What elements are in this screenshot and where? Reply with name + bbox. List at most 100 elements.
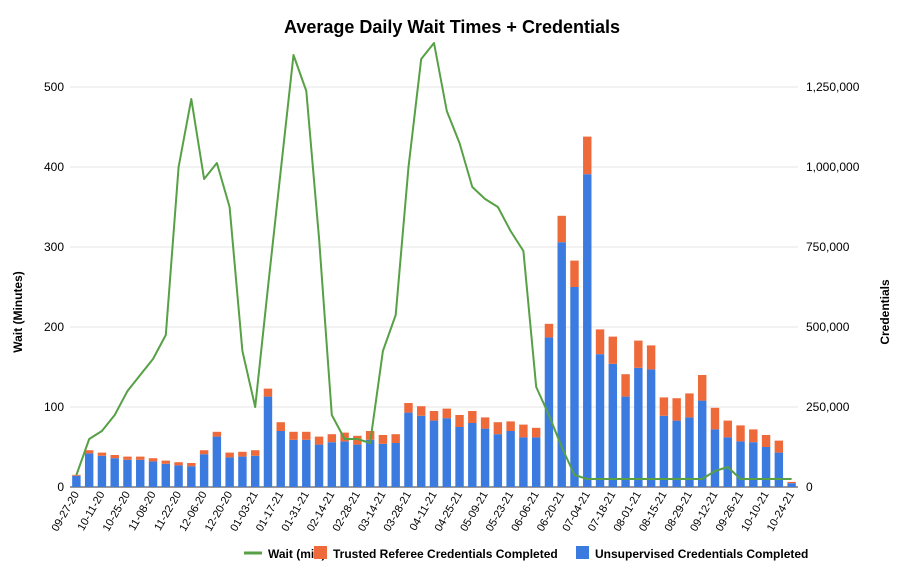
- bar-unsupervised: [672, 420, 681, 487]
- y2-tick-label: 1,000,000: [806, 160, 860, 174]
- bar-trusted-referee: [736, 425, 745, 442]
- bar-trusted-referee: [174, 462, 183, 466]
- bar-unsupervised: [634, 367, 643, 487]
- bar-unsupervised: [174, 465, 183, 487]
- bar-unsupervised: [774, 452, 784, 487]
- bar-trusted-referee: [557, 215, 566, 243]
- y-axis-left-title: Wait (Minutes): [11, 271, 25, 353]
- bar-trusted-referee: [276, 422, 285, 431]
- bar-trusted-referee: [212, 431, 222, 437]
- bar-trusted-referee: [697, 375, 707, 401]
- y2-tick-label: 750,000: [806, 240, 850, 254]
- bar-trusted-referee: [199, 450, 209, 455]
- bar-unsupervised: [391, 443, 400, 487]
- bar-unsupervised: [787, 483, 796, 487]
- x-axis-ticks: 09-27-2010-11-2010-25-2011-08-2011-22-20…: [50, 490, 798, 534]
- bar-trusted-referee: [455, 415, 464, 427]
- bar-trusted-referee: [136, 456, 145, 460]
- bar-trusted-referee: [123, 456, 132, 460]
- bar-trusted-referee: [148, 458, 158, 462]
- bar-unsupervised: [723, 437, 732, 487]
- bar-trusted-referee: [723, 420, 732, 438]
- bar-trusted-referee: [417, 406, 426, 416]
- bar-unsupervised: [519, 437, 528, 487]
- bar-unsupervised: [749, 442, 758, 487]
- bar-trusted-referee: [378, 435, 388, 444]
- bar-trusted-referee: [391, 434, 400, 443]
- bar-unsupervised: [608, 363, 618, 487]
- bar-trusted-referee: [250, 450, 260, 456]
- bar-unsupervised: [263, 396, 273, 487]
- bar-unsupervised: [110, 458, 119, 487]
- legend-trusted-label: Trusted Referee Credentials Completed: [333, 547, 558, 561]
- bar-unsupervised: [621, 396, 630, 487]
- bar-unsupervised: [468, 423, 477, 487]
- bar-trusted-referee: [327, 434, 337, 443]
- bar-unsupervised: [123, 459, 132, 487]
- bar-unsupervised: [531, 437, 541, 487]
- bar-unsupervised: [250, 455, 260, 487]
- bar-unsupervised: [187, 466, 196, 487]
- bar-trusted-referee: [404, 403, 413, 413]
- legend-unsupervised-label: Unsupervised Credentials Completed: [595, 547, 808, 561]
- bar-unsupervised: [314, 444, 324, 487]
- bar-unsupervised: [570, 287, 579, 487]
- bar-unsupervised: [685, 417, 694, 487]
- bar-unsupervised: [583, 174, 592, 487]
- bar-trusted-referee: [97, 452, 107, 456]
- bar-trusted-referee: [595, 329, 605, 355]
- bar-unsupervised: [161, 463, 171, 487]
- bar-unsupervised: [455, 427, 464, 487]
- bar-trusted-referee: [442, 408, 451, 419]
- y-tick-label: 100: [44, 400, 64, 414]
- bar-trusted-referee: [710, 407, 720, 430]
- bar-series: [72, 136, 796, 487]
- bar-trusted-referee: [761, 435, 771, 447]
- bar-trusted-referee: [314, 436, 324, 445]
- bar-unsupervised: [480, 428, 490, 487]
- bar-trusted-referee: [225, 452, 234, 458]
- bar-unsupervised: [302, 439, 311, 487]
- bar-unsupervised: [736, 441, 745, 487]
- bar-trusted-referee: [302, 431, 311, 440]
- bar-unsupervised: [417, 415, 426, 487]
- bar-unsupervised: [429, 420, 439, 487]
- bar-unsupervised: [404, 412, 413, 487]
- legend-trusted-swatch: [314, 546, 327, 559]
- bar-unsupervised: [327, 442, 337, 487]
- bar-trusted-referee: [608, 336, 618, 364]
- chart-title: Average Daily Wait Times + Credentials: [284, 17, 620, 37]
- bar-unsupervised: [659, 415, 669, 487]
- y-tick-label: 0: [57, 480, 64, 494]
- bar-unsupervised: [212, 436, 222, 487]
- bar-trusted-referee: [659, 397, 669, 416]
- bar-trusted-referee: [519, 424, 528, 438]
- bar-trusted-referee: [84, 450, 94, 454]
- bar-trusted-referee: [238, 451, 247, 457]
- bar-trusted-referee: [353, 435, 362, 445]
- bar-trusted-referee: [621, 374, 630, 397]
- bar-unsupervised: [557, 242, 566, 487]
- y-tick-label: 300: [44, 240, 64, 254]
- bar-unsupervised: [199, 454, 209, 487]
- bar-trusted-referee: [187, 463, 196, 467]
- bar-unsupervised: [84, 453, 94, 487]
- bar-trusted-referee: [365, 431, 375, 440]
- line-series: [75, 42, 792, 480]
- bar-unsupervised: [697, 400, 707, 487]
- bar-trusted-referee: [570, 260, 579, 287]
- bar-trusted-referee: [493, 422, 503, 435]
- bar-trusted-referee: [161, 460, 171, 464]
- bar-unsupervised: [238, 456, 247, 487]
- bar-unsupervised: [340, 441, 349, 487]
- y2-tick-label: 250,000: [806, 400, 850, 414]
- bar-trusted-referee: [583, 136, 592, 175]
- bar-unsupervised: [493, 434, 503, 487]
- bar-trusted-referee: [480, 417, 490, 429]
- y-tick-label: 200: [44, 320, 64, 334]
- y2-tick-label: 0: [806, 480, 813, 494]
- bar-trusted-referee: [646, 345, 656, 370]
- bar-trusted-referee: [672, 398, 681, 421]
- bar-trusted-referee: [289, 431, 298, 440]
